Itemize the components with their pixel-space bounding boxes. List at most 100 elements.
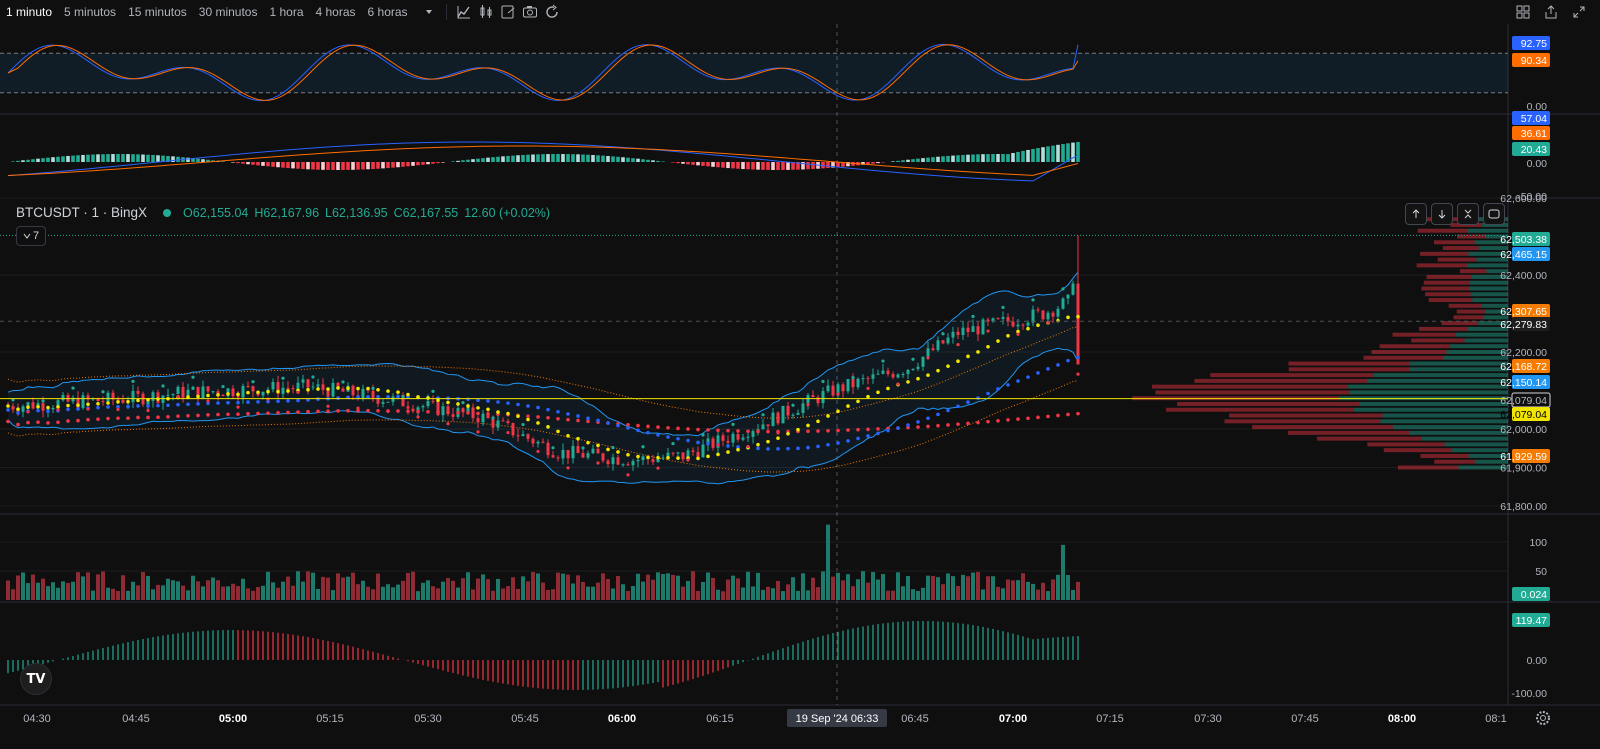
candle-body: [586, 453, 590, 458]
volume-profile-buy: [1472, 298, 1508, 303]
volume-bar: [741, 587, 745, 600]
candle-body: [406, 406, 410, 409]
candle-body: [211, 391, 215, 393]
macd-line: [7, 141, 1079, 182]
settings-gear-icon[interactable]: [1535, 710, 1551, 726]
volume-bar: [886, 590, 890, 600]
symbol-name[interactable]: BTCUSDT · 1 · BingX: [16, 205, 148, 220]
indicators-collapse-button[interactable]: 7: [16, 226, 46, 246]
share-icon[interactable]: [1540, 1, 1562, 23]
ma-60-dot: [526, 404, 530, 408]
volume-profile-buy: [1471, 274, 1508, 279]
macd-histogram-bar: [986, 154, 990, 162]
candle-body: [471, 407, 475, 419]
collapse-pane-button[interactable]: [1457, 203, 1479, 225]
timeframe-5[interactable]: 4 horas: [315, 5, 356, 19]
trading-chart[interactable]: 92.7590.340.0057.0436.6120.430.00-50.006…: [0, 24, 1600, 749]
candle-body: [766, 424, 770, 427]
timeframe-2[interactable]: 15 minutos: [128, 5, 187, 19]
macd-histogram-bar: [161, 155, 165, 162]
ma-200-dot: [1036, 415, 1040, 420]
ma-60-dot: [396, 394, 400, 399]
ma-20-dot: [226, 392, 230, 396]
ma-60-dot: [546, 407, 550, 412]
volume-profile-buy: [1408, 430, 1508, 435]
volume-bar: [1056, 574, 1060, 600]
indicators-icon[interactable]: [453, 1, 475, 23]
psar-dot: [416, 415, 420, 419]
ma-200-dot: [166, 414, 170, 419]
ma-60-dot: [756, 446, 760, 451]
volume-profile-sell: [1194, 378, 1367, 383]
ma-200-dot: [566, 417, 570, 422]
refresh-icon[interactable]: [541, 1, 563, 23]
volume-bar: [471, 589, 475, 600]
timeframe-3[interactable]: 30 minutos: [198, 5, 258, 19]
close-value: C62,167.55: [393, 205, 459, 220]
macd-histogram-bar: [416, 162, 420, 166]
ma-60-dot: [556, 410, 560, 414]
ma-20-dot: [796, 427, 800, 432]
macd-histogram-bar: [1066, 143, 1070, 162]
candle-style-icon[interactable]: [475, 1, 497, 23]
ma-200-dot: [966, 421, 970, 426]
maximize-pane-button[interactable]: [1483, 203, 1505, 225]
tradingview-logo[interactable]: TV: [20, 663, 52, 695]
volume-bar: [226, 586, 230, 600]
macd-histogram-bar: [31, 159, 35, 162]
envelope-upper: [7, 326, 1079, 419]
volume-bar: [976, 571, 980, 600]
ma-200-dot: [986, 419, 990, 424]
candle-body: [841, 384, 845, 392]
ma-20-dot: [126, 399, 130, 404]
timeframe-4[interactable]: 1 hora: [269, 5, 304, 19]
macd-label-0-bg: [1512, 111, 1550, 125]
alert-icon[interactable]: [497, 1, 519, 23]
camera-icon[interactable]: [519, 1, 541, 23]
volume-profile-buy: [1483, 315, 1508, 320]
macd-histogram-bar: [1011, 152, 1015, 162]
macd-histogram-bar: [951, 155, 955, 162]
ma-60-dot: [156, 403, 160, 408]
candle-body: [821, 391, 825, 404]
candle-body: [621, 464, 625, 466]
volume-bar: [891, 590, 895, 600]
ma-200-dot: [706, 428, 710, 432]
candle-body: [736, 434, 740, 440]
macd-histogram-bar: [191, 158, 195, 162]
volume-profile-sell: [1420, 453, 1469, 458]
timeframe-6[interactable]: 6 horas: [367, 5, 408, 19]
ma-20-dot: [376, 387, 380, 392]
ma-200-dot: [546, 416, 550, 420]
move-up-button[interactable]: [1405, 203, 1427, 225]
timeframe-0[interactable]: 1 minuto: [6, 5, 53, 19]
candle-body: [561, 449, 565, 459]
macd-histogram-bar: [846, 162, 850, 167]
ma-200-dot: [56, 420, 60, 425]
macd-histogram-bar: [1051, 145, 1055, 162]
ma-60-dot: [676, 436, 680, 441]
candle-body: [446, 406, 450, 415]
candle-body: [441, 406, 445, 416]
ma-60-dot: [316, 397, 320, 401]
macd-histogram-bar: [66, 155, 70, 162]
candle-body: [666, 452, 670, 458]
move-down-button[interactable]: [1431, 203, 1453, 225]
chevron-down-icon[interactable]: [418, 1, 440, 23]
ma-20-dot: [6, 404, 10, 408]
macd-histogram-bar: [241, 162, 245, 164]
ma-200-dot: [136, 415, 140, 420]
timeframe-1[interactable]: 5 minutos: [64, 5, 117, 19]
volume-bar: [531, 571, 535, 600]
fullscreen-icon[interactable]: [1568, 1, 1590, 23]
macd-histogram-bar: [331, 162, 335, 170]
volume-bar: [566, 574, 570, 600]
arrow-down-icon: [1438, 210, 1446, 219]
candle-body: [871, 374, 875, 379]
volume-bar: [756, 572, 760, 600]
ma-60-dot: [606, 421, 610, 425]
candle-body: [71, 397, 75, 402]
macd-histogram-bar: [271, 162, 275, 167]
layout-icon[interactable]: [1512, 1, 1534, 23]
ma-60-dot: [1076, 355, 1080, 360]
